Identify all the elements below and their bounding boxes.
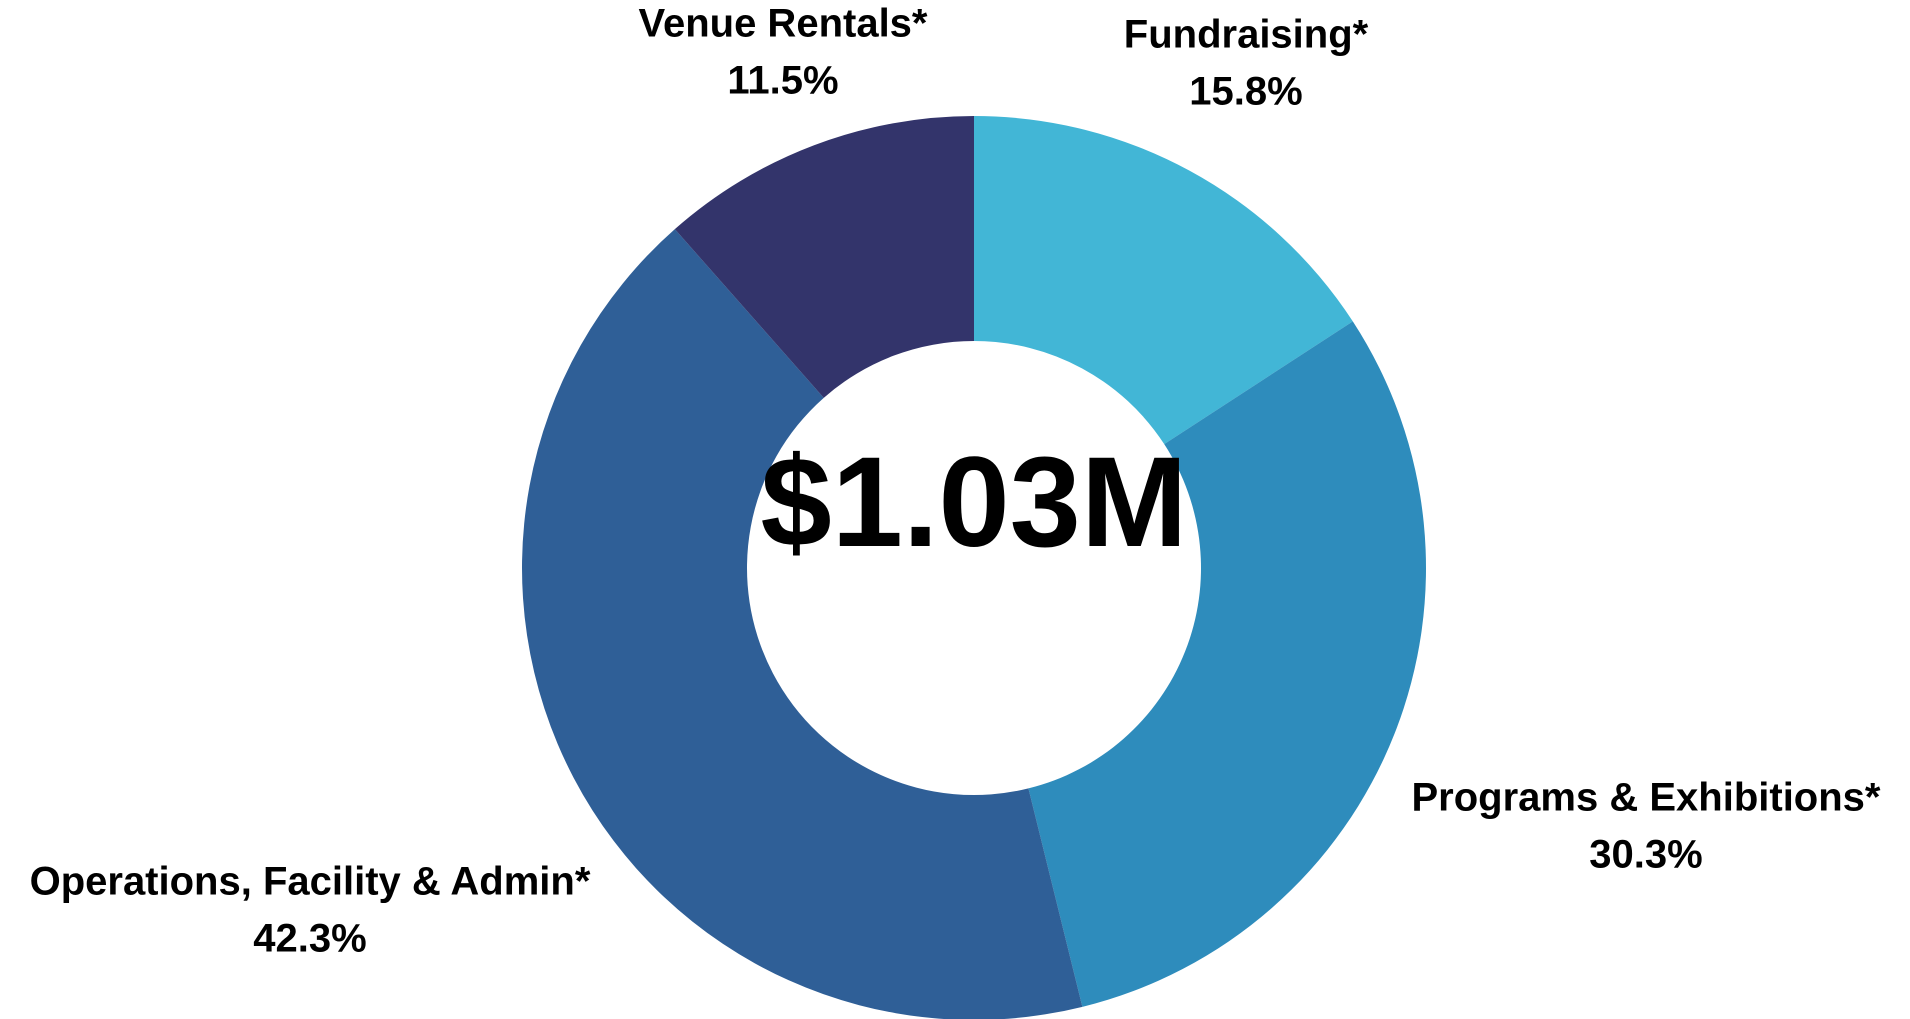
slice-value-label: 42.3%	[253, 917, 366, 961]
slice-label: Venue Rentals*	[638, 2, 927, 46]
slice-label: Operations, Facility & Admin*	[30, 860, 591, 904]
slice-value-label: 15.8%	[1189, 70, 1302, 114]
slice-label: Fundraising*	[1124, 13, 1369, 57]
pie-slice	[974, 116, 1353, 445]
slice-value-label: 30.3%	[1589, 833, 1702, 877]
pie-slice	[674, 115, 974, 398]
slice-label: Programs & Exhibitions*	[1412, 776, 1881, 820]
slice-value-label: 11.5%	[727, 59, 838, 103]
pie-slice	[1028, 321, 1426, 1007]
center-label: $1.03M	[761, 431, 1188, 574]
pie-slice	[522, 229, 1083, 1019]
